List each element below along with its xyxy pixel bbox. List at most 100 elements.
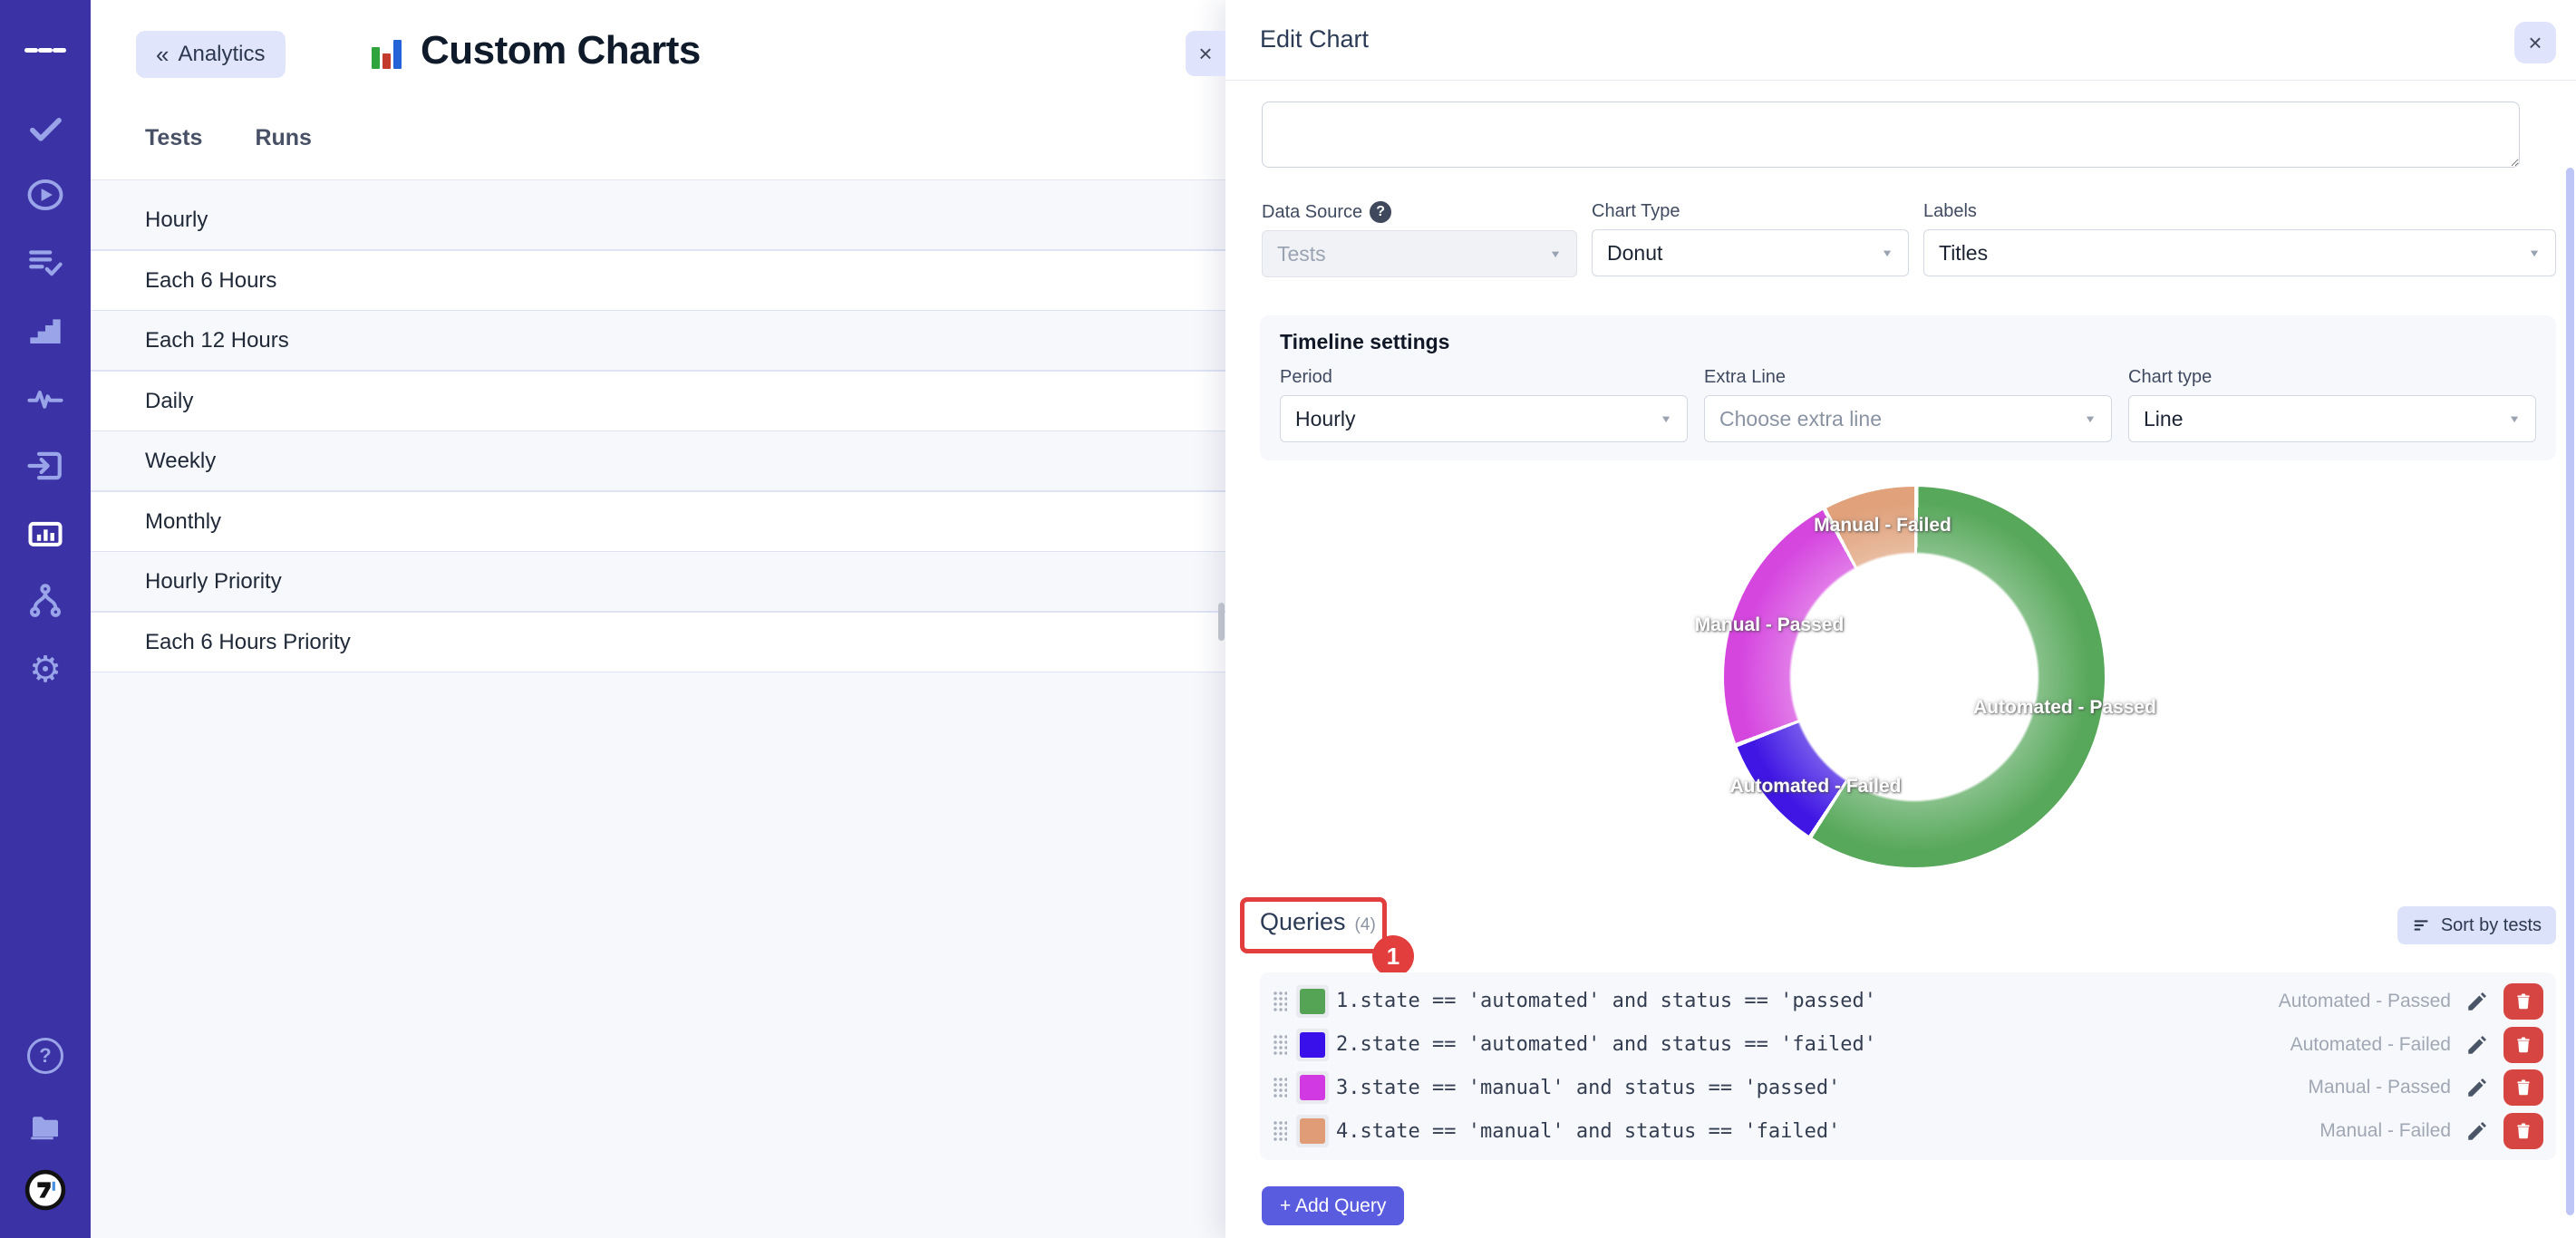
query-row: 2. state == 'automated' and status == 'f… [1273, 1024, 2543, 1066]
projects-folder-icon[interactable] [24, 1104, 66, 1146]
list-item-hourly[interactable]: Hourly [91, 190, 1225, 250]
extra-line-placeholder: Choose extra line [1719, 406, 1882, 430]
chevron-down-icon: ▼ [2528, 247, 2541, 259]
queries-heading: Queries (4) [1260, 908, 1376, 936]
color-swatch[interactable] [1296, 984, 1329, 1018]
page-title: Custom Charts [421, 28, 701, 73]
period-field: Period Hourly ▼ [1280, 367, 1688, 442]
testomat-logo[interactable] [24, 1169, 66, 1211]
data-source-field: Data Source ? Tests ▼ [1262, 201, 1577, 277]
help-icon[interactable]: ? [1370, 201, 1392, 223]
left-panel-header: « Analytics Custom Charts Tests Runs [91, 0, 1225, 180]
edit-pencil-icon[interactable] [2465, 990, 2489, 1013]
color-swatch[interactable] [1296, 1115, 1329, 1148]
left-panel-scrollbar-thumb[interactable] [1218, 603, 1225, 641]
delete-query-button[interactable] [2503, 1026, 2543, 1063]
branches-git-icon[interactable] [24, 580, 66, 622]
query-series-label: Automated - Passed [2278, 990, 2451, 1011]
query-expression: state == 'automated' and status == 'fail… [1360, 1033, 1877, 1057]
period-select[interactable]: Hourly ▼ [1280, 395, 1688, 442]
drag-handle-icon[interactable] [1273, 1120, 1287, 1143]
color-swatch[interactable] [1296, 1028, 1329, 1061]
analytics-bar-chart-icon[interactable] [24, 512, 66, 554]
timeline-chart-type-value: Line [2144, 406, 2184, 430]
plans-list-check-icon[interactable] [24, 241, 66, 283]
donut-hole [1724, 487, 2105, 867]
delete-query-button[interactable] [2503, 982, 2543, 1020]
data-source-value: Tests [1277, 241, 1326, 266]
tab-runs[interactable]: Runs [255, 125, 312, 150]
donut-chart: Automated - Passed Automated - Failed Ma… [1695, 487, 2156, 867]
timeline-chart-type-select[interactable]: Line ▼ [2128, 395, 2536, 442]
extra-line-select[interactable]: Choose extra line ▼ [1704, 395, 2112, 442]
drag-handle-icon[interactable] [1273, 1077, 1287, 1099]
list-item-hourly-priority[interactable]: Hourly Priority [91, 552, 1225, 612]
chevron-down-icon: ▼ [2084, 412, 2097, 425]
extra-line-label: Extra Line [1704, 367, 1787, 387]
add-query-button[interactable]: + Add Query [1262, 1186, 1405, 1225]
list-item-each-6-hours-priority[interactable]: Each 6 Hours Priority [91, 612, 1225, 672]
data-source-label: Data Source ? [1262, 201, 1577, 223]
data-source-select[interactable]: Tests ▼ [1262, 230, 1577, 277]
back-to-analytics-button[interactable]: « Analytics [136, 31, 286, 78]
queries-title: Queries [1260, 908, 1346, 935]
milestones-steps-icon[interactable] [24, 309, 66, 351]
query-series-label: Manual - Failed [2319, 1120, 2451, 1142]
help-question-icon[interactable]: ? [24, 1035, 66, 1077]
list-item-weekly[interactable]: Weekly [91, 431, 1225, 491]
chart-list: Hourly Each 6 Hours Each 12 Hours Daily … [91, 190, 1225, 672]
tests-check-icon[interactable] [24, 108, 66, 150]
list-item-each-6-hours[interactable]: Each 6 Hours [91, 250, 1225, 311]
timeline-settings-heading: Timeline settings [1280, 330, 1450, 353]
drawer-close-button[interactable]: × [2514, 22, 2556, 63]
runs-play-icon[interactable] [24, 174, 66, 216]
chart-type-field: Chart Type Donut ▼ [1592, 201, 1909, 277]
queries-list: 1. state == 'automated' and status == 'p… [1260, 972, 2556, 1160]
imports-sign-in-icon[interactable] [24, 445, 66, 487]
tab-tests[interactable]: Tests [145, 125, 203, 150]
annotation-step-badge: 1 [1372, 935, 1414, 977]
chart-type-label: Chart Type [1592, 201, 1680, 221]
edit-pencil-icon[interactable] [2465, 1076, 2489, 1099]
chart-title-textarea[interactable] [1262, 102, 2520, 168]
collapse-panel-button[interactable]: × [1186, 31, 1225, 76]
edit-pencil-icon[interactable] [2465, 1119, 2489, 1143]
query-expression: state == 'automated' and status == 'pass… [1360, 990, 1877, 1013]
query-row: 3. state == 'manual' and status == 'pass… [1273, 1067, 2543, 1108]
labels-select[interactable]: Titles ▼ [1923, 229, 2556, 276]
list-item-each-12-hours[interactable]: Each 12 Hours [91, 311, 1225, 371]
labels-field: Labels Titles ▼ [1923, 201, 2556, 277]
hamburger-menu-icon[interactable] [24, 29, 66, 71]
timeline-chart-type-field: Chart type Line ▼ [2128, 367, 2536, 442]
queries-count: (4) [1354, 915, 1376, 934]
delete-query-button[interactable] [2503, 1069, 2543, 1107]
drag-handle-icon[interactable] [1273, 990, 1287, 1012]
title-wrap: Custom Charts [372, 27, 701, 71]
query-series-label: Manual - Passed [2308, 1077, 2451, 1098]
close-icon: × [1198, 39, 1213, 67]
delete-query-button[interactable] [2503, 1113, 2543, 1150]
sort-icon [2414, 920, 2428, 931]
list-item-monthly[interactable]: Monthly [91, 491, 1225, 552]
sidebar: ⚙ ? [0, 0, 91, 1238]
drawer-title: Edit Chart [1260, 25, 1370, 53]
query-expression: state == 'manual' and status == 'failed' [1360, 1119, 1841, 1143]
chevron-down-icon: ▼ [1549, 247, 1562, 260]
chart-type-select[interactable]: Donut ▼ [1592, 229, 1909, 276]
extra-line-field: Extra Line Choose extra line ▼ [1704, 367, 2112, 442]
chevron-down-icon: ▼ [1660, 412, 1672, 425]
sort-by-tests-button[interactable]: Sort by tests [2397, 906, 2556, 944]
pulse-activity-icon[interactable] [24, 378, 66, 420]
color-swatch[interactable] [1296, 1071, 1329, 1105]
slice-label-manual-passed: Manual - Passed [1694, 614, 1845, 635]
settings-gear-icon[interactable]: ⚙ [24, 649, 66, 691]
trash-icon [2517, 993, 2530, 1010]
drag-handle-icon[interactable] [1273, 1033, 1287, 1056]
period-value: Hourly [1295, 406, 1356, 430]
timeline-fields-row: Period Hourly ▼ Extra Line Choose extra … [1280, 367, 2536, 442]
edit-pencil-icon[interactable] [2465, 1033, 2489, 1057]
drawer-scrollbar-thumb[interactable] [2566, 168, 2574, 1215]
chart-type-value: Donut [1607, 240, 1663, 265]
list-item-daily[interactable]: Daily [91, 371, 1225, 431]
query-series-label: Automated - Failed [2290, 1033, 2451, 1055]
